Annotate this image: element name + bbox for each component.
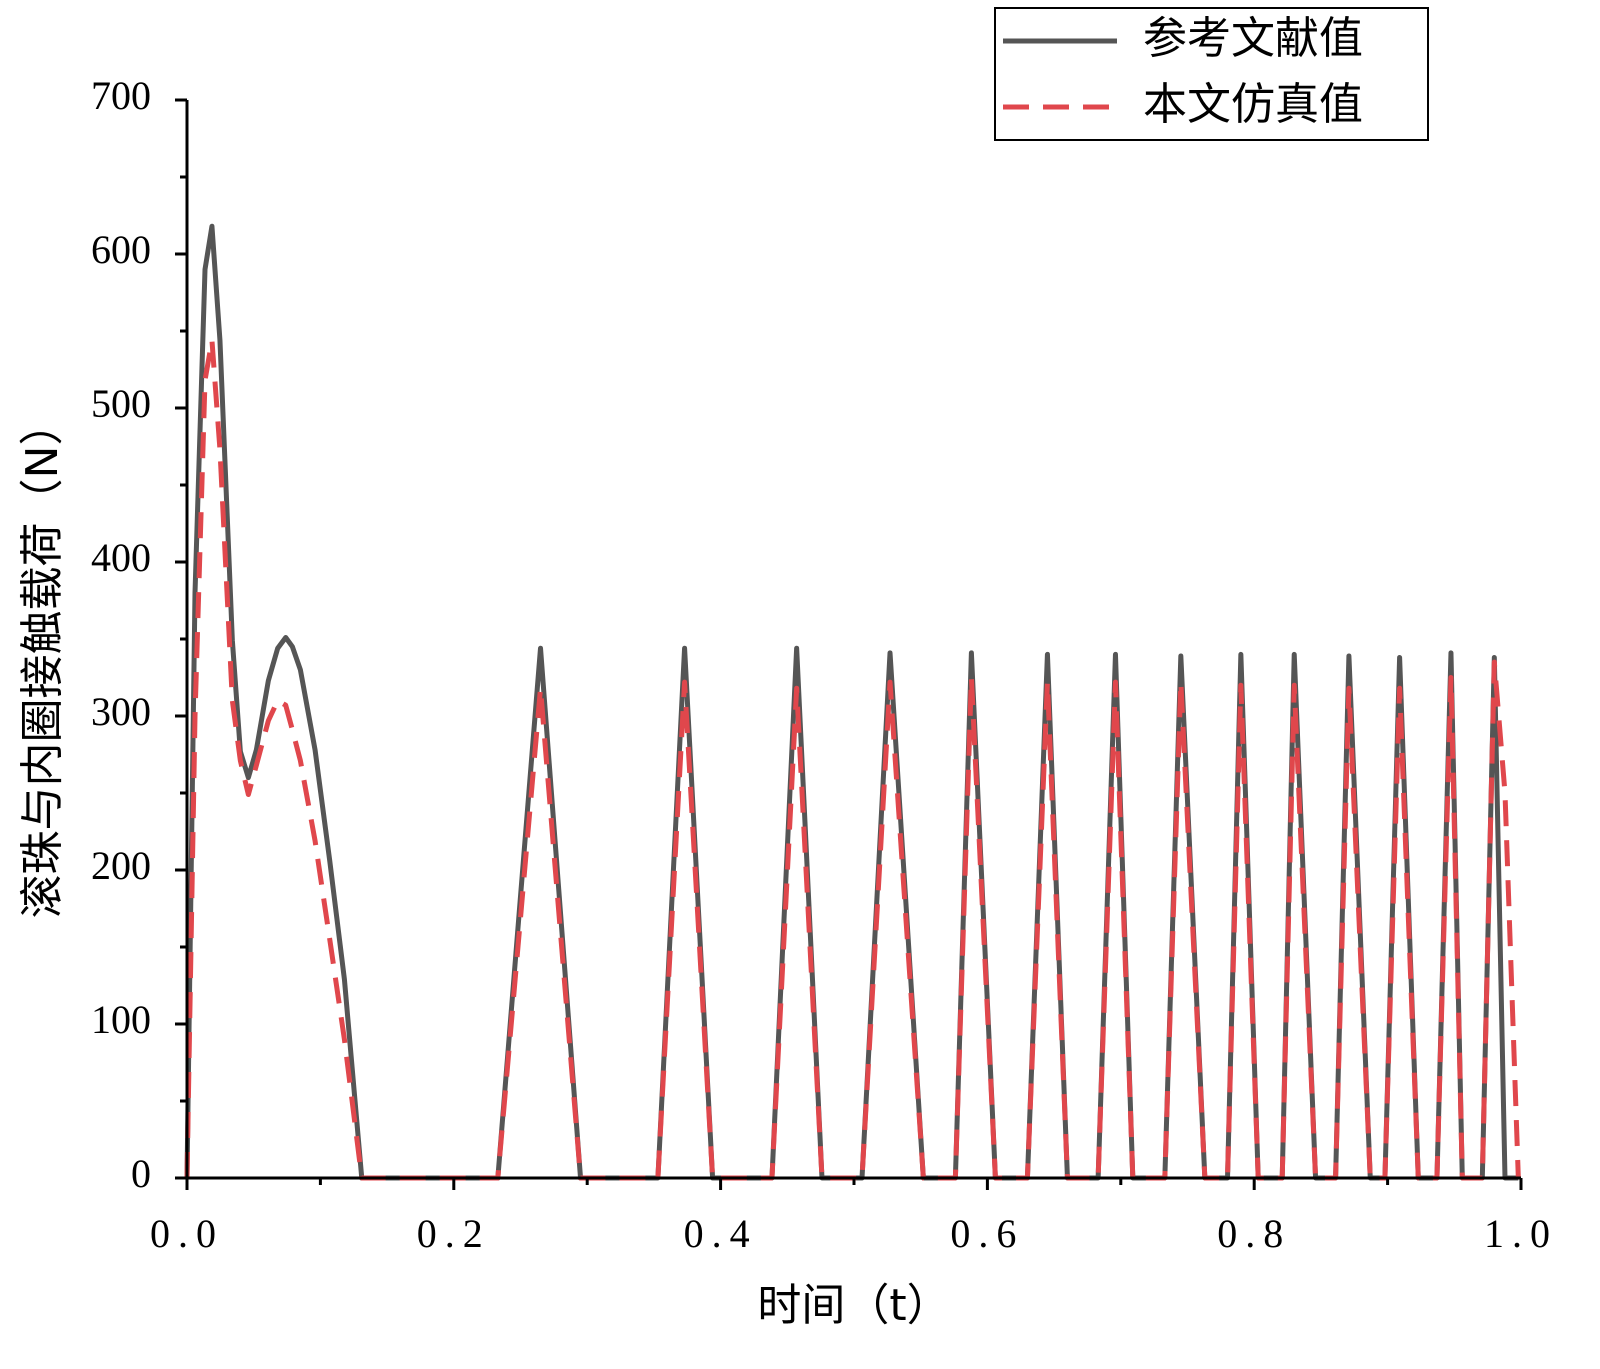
- x-axis-title: 时间（t）: [757, 1280, 950, 1331]
- y-axis-title: 滚珠与内圈接触载荷（N）: [17, 402, 68, 919]
- x-tick-label: 1.0: [1484, 1211, 1558, 1256]
- y-tick-label: 300: [91, 689, 151, 734]
- x-tick-label: 0.6: [950, 1211, 1024, 1256]
- y-tick-label: 500: [91, 381, 151, 426]
- legend-label: 参考文献值: [1143, 13, 1363, 64]
- y-tick-label: 600: [91, 227, 151, 272]
- legend-box: [994, 7, 1429, 141]
- x-tick-label: 0.8: [1217, 1211, 1291, 1256]
- legend-label: 本文仿真值: [1143, 79, 1363, 130]
- y-tick-label: 0: [131, 1151, 151, 1196]
- series-line: [184, 223, 1519, 1181]
- y-tick-label: 100: [91, 997, 151, 1042]
- y-tick-label: 400: [91, 535, 151, 580]
- x-tick-label: 0.4: [684, 1211, 758, 1256]
- x-tick-label: 0.0: [150, 1211, 224, 1256]
- y-tick-label: 200: [91, 843, 151, 888]
- x-tick-label: 0.2: [417, 1211, 491, 1256]
- y-tick-label: 700: [91, 73, 151, 118]
- series-line: [184, 337, 1521, 1181]
